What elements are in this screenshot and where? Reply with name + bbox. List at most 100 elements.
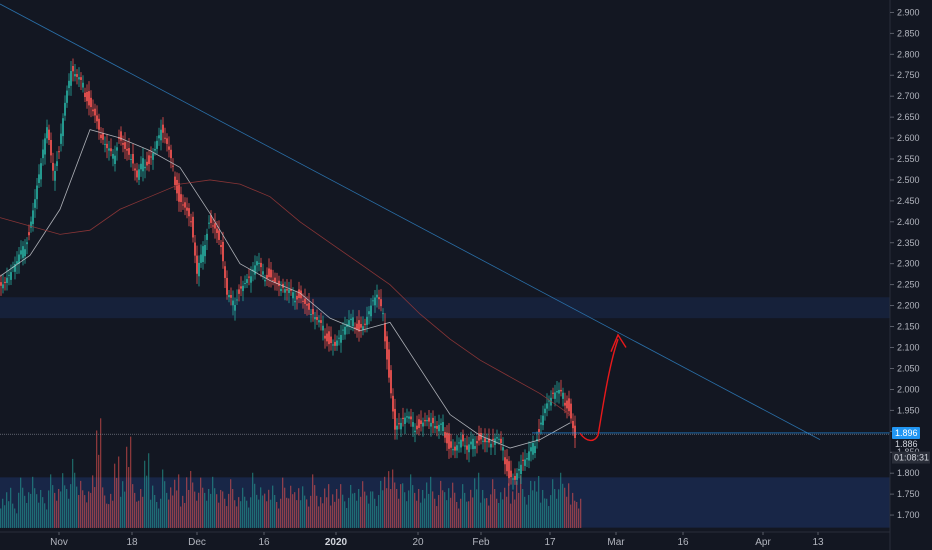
candle-body bbox=[198, 262, 200, 277]
candle-body bbox=[522, 459, 524, 461]
candle-body bbox=[404, 417, 406, 425]
candle-body bbox=[256, 261, 258, 266]
volume-bar bbox=[164, 481, 166, 528]
volume-bar bbox=[108, 504, 110, 528]
candle-body bbox=[174, 176, 176, 185]
candle-body bbox=[80, 77, 82, 80]
candle-body bbox=[294, 300, 296, 303]
candle-body bbox=[416, 425, 418, 430]
volume-bar bbox=[244, 496, 246, 528]
candle-body bbox=[388, 349, 390, 378]
candle-body bbox=[14, 263, 16, 272]
volume-bar bbox=[452, 482, 454, 528]
volume-bar bbox=[202, 487, 204, 528]
volume-bar bbox=[546, 498, 548, 528]
candle-body bbox=[562, 392, 564, 399]
volume-bar bbox=[16, 513, 18, 528]
price-tick-label: 2.700 bbox=[897, 91, 920, 101]
candle-body bbox=[368, 311, 370, 315]
candle-body bbox=[462, 434, 464, 442]
candle-body bbox=[30, 221, 32, 228]
volume-bar bbox=[394, 482, 396, 528]
volume-bar bbox=[160, 498, 162, 528]
volume-bar bbox=[114, 463, 116, 528]
candle-body bbox=[466, 445, 468, 450]
candle-body bbox=[530, 447, 532, 452]
candle-body bbox=[54, 171, 56, 181]
candle-body bbox=[326, 333, 328, 342]
volume-bar bbox=[326, 497, 328, 528]
volume-bar bbox=[302, 486, 304, 528]
volume-bar bbox=[426, 482, 428, 528]
volume-bar bbox=[400, 484, 402, 528]
candle-body bbox=[178, 183, 180, 202]
candle-body bbox=[452, 449, 454, 451]
candle-body bbox=[308, 303, 310, 310]
candle-body bbox=[224, 266, 226, 278]
candle-body bbox=[362, 326, 364, 331]
volume-bar bbox=[82, 490, 84, 528]
candle-body bbox=[334, 341, 336, 346]
candle-body bbox=[208, 222, 210, 224]
candle-body bbox=[196, 255, 198, 274]
volume-bar bbox=[226, 506, 228, 528]
forecast-annotation bbox=[579, 333, 627, 442]
candle-body bbox=[314, 317, 316, 320]
candle-body bbox=[486, 441, 488, 443]
candle-body bbox=[472, 438, 474, 450]
candle-body bbox=[572, 420, 574, 429]
volume-bar bbox=[408, 490, 410, 528]
candle-body bbox=[556, 391, 558, 393]
candle-body bbox=[428, 417, 430, 422]
volume-bar bbox=[386, 488, 388, 528]
volume-bar bbox=[266, 501, 268, 528]
candle-body bbox=[226, 277, 228, 295]
price-tick-label: 2.450 bbox=[897, 196, 920, 206]
volume-bar bbox=[276, 502, 278, 528]
volume-bar bbox=[174, 479, 176, 528]
candle-body bbox=[84, 92, 86, 97]
candle-body bbox=[352, 317, 354, 327]
candle-body bbox=[482, 440, 484, 442]
time-tick-label: 13 bbox=[812, 537, 824, 548]
price-tick-label: 2.850 bbox=[897, 28, 920, 38]
volume-bar bbox=[180, 506, 182, 528]
candle-body bbox=[478, 433, 480, 441]
volume-bar bbox=[46, 509, 48, 528]
candle-body bbox=[518, 468, 520, 471]
candle-body bbox=[222, 241, 224, 262]
candle-body bbox=[336, 340, 338, 346]
volume-bar bbox=[0, 508, 2, 528]
bar-countdown-label: 01:08:31 bbox=[894, 453, 929, 463]
volume-bar bbox=[558, 489, 560, 528]
candle-body bbox=[92, 109, 94, 112]
volume-bar bbox=[292, 494, 294, 528]
volume-bar bbox=[84, 495, 86, 528]
volume-bar bbox=[250, 497, 252, 528]
descending-trendline[interactable] bbox=[0, 3, 821, 441]
candle-body bbox=[316, 317, 318, 320]
volume-bar bbox=[70, 484, 72, 528]
volume-bar bbox=[118, 456, 120, 528]
candle-body bbox=[272, 279, 274, 281]
candle-body bbox=[176, 179, 178, 194]
volume-bar bbox=[544, 498, 546, 528]
price-tick-label: 1.950 bbox=[897, 405, 920, 415]
volume-bar bbox=[464, 492, 466, 528]
candle-body bbox=[204, 245, 206, 257]
volume-bar bbox=[376, 506, 378, 528]
candle-body bbox=[242, 285, 244, 292]
volume-bar bbox=[416, 500, 418, 528]
candle-body bbox=[246, 279, 248, 283]
candle-body bbox=[408, 416, 410, 419]
candle-body bbox=[24, 249, 26, 257]
volume-bar bbox=[534, 481, 536, 528]
candle-body bbox=[152, 153, 154, 160]
candle-body bbox=[504, 457, 506, 465]
candle-body bbox=[128, 148, 130, 155]
candle-body bbox=[448, 433, 450, 449]
volume-bar bbox=[120, 496, 122, 528]
volume-bar bbox=[436, 506, 438, 528]
volume-bar bbox=[552, 479, 554, 528]
